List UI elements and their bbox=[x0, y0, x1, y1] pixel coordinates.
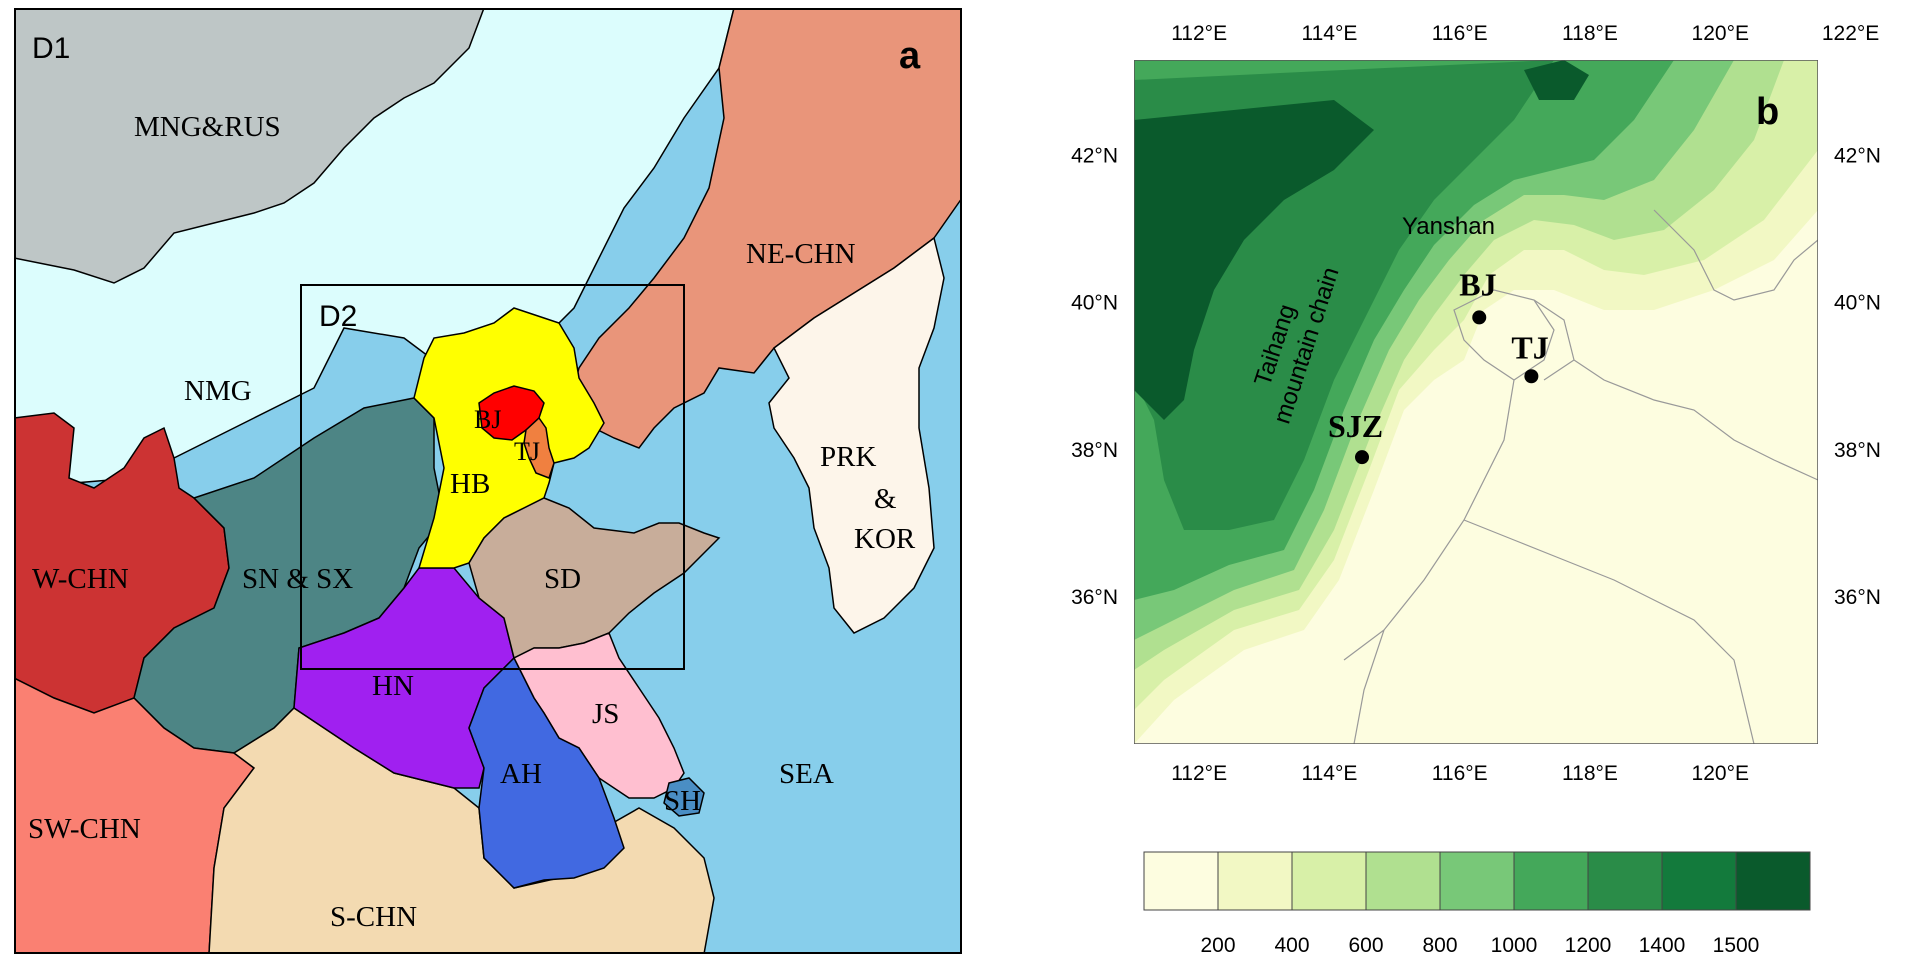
domain-map-svg: D1 D2 a MNG&RUS NMG NE-CHN PRK & KOR W-C… bbox=[13, 7, 963, 955]
legend-swatch bbox=[1513, 851, 1589, 911]
lat-tick-label-left: 38°N bbox=[1071, 439, 1118, 462]
terrain-peak-north bbox=[1524, 60, 1589, 100]
lat-tick-label-left: 42°N bbox=[1071, 145, 1118, 168]
region-shandong bbox=[468, 497, 721, 660]
legend-swatch bbox=[1217, 851, 1293, 911]
lon-tick-label-top: 120°E bbox=[1692, 22, 1749, 45]
lat-tick-label-left: 40°N bbox=[1071, 292, 1118, 315]
legend-swatch bbox=[1291, 851, 1367, 911]
legend-label: 1000 bbox=[1491, 934, 1538, 957]
lon-tick-label-top: 118°E bbox=[1562, 22, 1618, 45]
legend-swatch bbox=[1143, 851, 1219, 911]
lat-tick-label-right: 36°N bbox=[1834, 586, 1881, 609]
lon-tick-label-top: 122°E bbox=[1822, 22, 1879, 45]
legend-swatch bbox=[1735, 851, 1811, 911]
lat-tick-label-right: 38°N bbox=[1834, 439, 1881, 462]
city-dot bbox=[1524, 369, 1539, 384]
lon-tick-label-bottom: 112°E bbox=[1171, 762, 1227, 785]
lon-tick-label-bottom: 114°E bbox=[1301, 762, 1357, 785]
terrain-band-1500 bbox=[1134, 100, 1374, 420]
lat-tick-label-left: 36°N bbox=[1071, 586, 1118, 609]
elevation-legend: 200 400 600 800 1000 1200 1400 1500 bbox=[1143, 851, 1811, 957]
lon-tick-label-top: 114°E bbox=[1301, 22, 1357, 45]
legend-label: 800 bbox=[1422, 934, 1457, 957]
region-shanghai bbox=[663, 777, 705, 817]
lat-tick-label-right: 42°N bbox=[1834, 145, 1881, 168]
region-tianjin bbox=[523, 416, 555, 479]
city-dot bbox=[1355, 450, 1369, 465]
terrain-map-panel-b: Yanshan Taihang mountain chain b BJ TJ SJZ bbox=[1126, 52, 1852, 752]
lon-tick-label-bottom: 120°E bbox=[1692, 762, 1749, 785]
region-korea bbox=[768, 236, 945, 634]
lon-tick-label-bottom: 118°E bbox=[1562, 762, 1618, 785]
legend-label: 1500 bbox=[1713, 934, 1760, 957]
region-anhui bbox=[468, 656, 625, 889]
lat-tick-label-right: 40°N bbox=[1834, 292, 1881, 315]
legend-label: 600 bbox=[1348, 934, 1383, 957]
province-boundaries bbox=[1343, 289, 1818, 744]
city-dot bbox=[1472, 310, 1487, 325]
legend-label: 200 bbox=[1200, 934, 1235, 957]
legend-swatch bbox=[1365, 851, 1441, 911]
lon-tick-label-top: 112°E bbox=[1171, 22, 1227, 45]
domain-d2-box bbox=[300, 284, 685, 670]
lon-tick-label-bottom: 116°E bbox=[1432, 762, 1488, 785]
domain-d1-frame bbox=[14, 8, 962, 954]
legend-label: 400 bbox=[1274, 934, 1309, 957]
domain-map-panel-a: D1 D2 a MNG&RUS NMG NE-CHN PRK & KOR W-C… bbox=[13, 7, 963, 955]
legend-swatch bbox=[1439, 851, 1515, 911]
lon-tick-label-top: 116°E bbox=[1432, 22, 1488, 45]
legend-swatch bbox=[1587, 851, 1663, 911]
legend-label: 1400 bbox=[1639, 934, 1686, 957]
legend-label: 1200 bbox=[1565, 934, 1612, 957]
region-mongolia-russia bbox=[13, 7, 486, 284]
coastline bbox=[1653, 209, 1818, 301]
legend-swatch bbox=[1661, 851, 1737, 911]
